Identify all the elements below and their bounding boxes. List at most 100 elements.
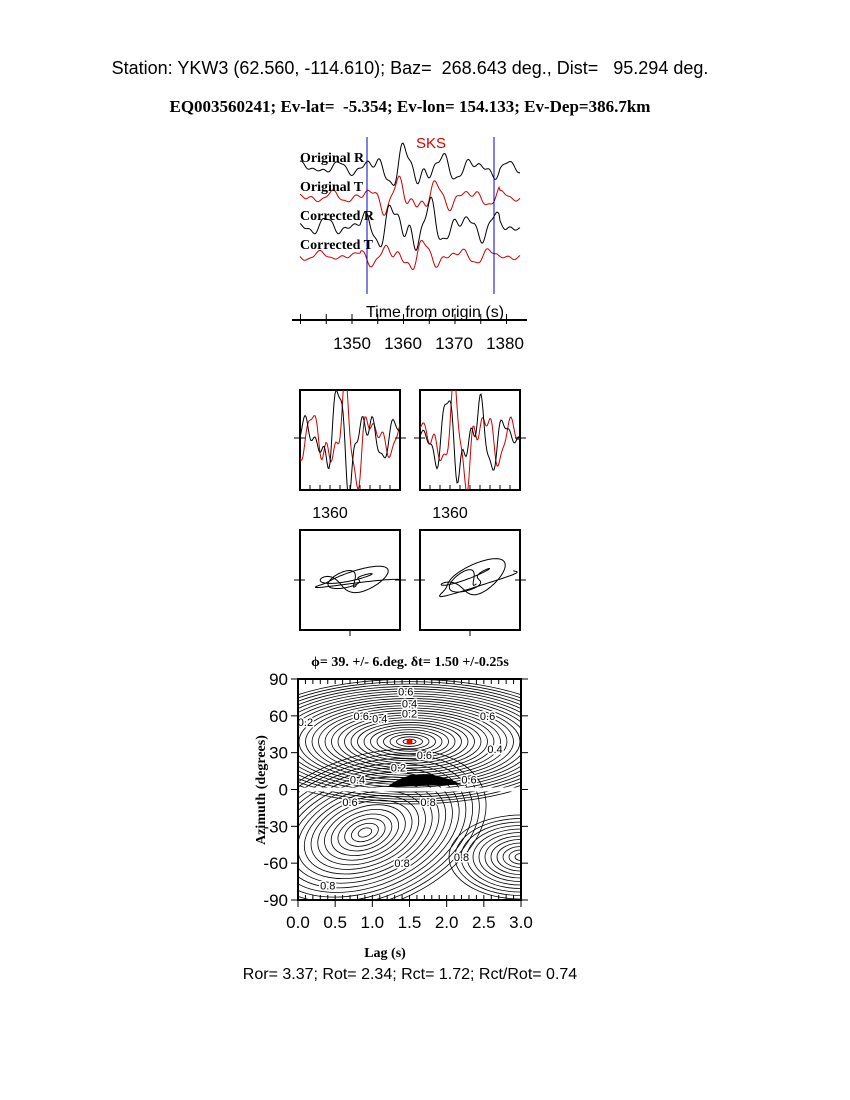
seismogram-trace [299,175,521,217]
tick-label: 1360 [432,505,468,522]
energy-ratios: Ror= 3.37; Rot= 2.34; Rct= 1.72; Rct/Rot… [242,966,578,983]
y-tick-label: -30 [263,817,288,836]
trace-label: Corrected T [300,238,374,253]
contour-line [466,825,521,889]
contour-line [298,767,460,898]
contour-line [298,688,521,795]
tick-label: 1380 [486,334,524,353]
x-tick-label: 2.0 [435,913,459,932]
contour-line [484,835,521,879]
contour-line [357,722,462,762]
contour-line [298,690,521,793]
contour-line [448,814,521,900]
x-tick-label: 3.0 [509,913,533,932]
x-tick-label: 0.0 [286,913,310,932]
x-tick-label: 2.5 [472,913,496,932]
contour-label: 0.8 [320,880,335,892]
contour-line [389,734,430,750]
contour-label: 0.8 [420,797,435,809]
trace-label: Corrected R [300,209,375,224]
y-tick-label: 30 [269,744,288,763]
contour-line [454,818,521,896]
tick-label: 1360 [384,334,422,353]
particle-motion-panel [419,529,521,631]
contour-line [298,683,521,800]
contour-dense-band [387,774,462,788]
contour-label: 0.2 [391,762,406,774]
y-tick-label: 0 [279,781,288,800]
particle-motion [439,558,518,598]
contour-line [303,790,426,875]
contour-line [298,686,521,798]
tick-label: 1370 [435,334,473,353]
contour-line [508,849,521,865]
x-tick-label: 1.5 [398,913,422,932]
contour-line [478,832,521,882]
contour-line [363,724,456,759]
contour-line [357,827,373,838]
waveform-panel [419,389,521,491]
contour-line [351,822,379,843]
time-axis-label: Time from origin (s) [366,304,504,321]
phase-label: SKS [416,135,446,152]
contour-label: 0.4 [350,775,365,787]
contour-line [298,758,474,900]
splitting-result-title: ϕ= 39. +/- 6.deg. δt= 1.50 +/-0.25s [311,655,509,670]
contour-line [324,710,495,774]
station-info: Station: YKW3 (62.560, -114.610); Baz= 2… [111,58,709,78]
waveform [300,390,400,490]
contour-line [460,821,521,893]
contour-label: 0.6 [354,711,369,723]
contour-label: 0.6 [342,797,357,809]
contour-line [502,846,521,868]
contour-label: 0.6 [417,750,432,762]
contour-line [396,736,423,747]
trace-label: Original R [300,151,365,166]
tick-label: 1360 [312,505,348,522]
contour-line [298,762,467,900]
seismogram-trace [299,239,521,271]
trace-label: Original T [300,180,364,195]
event-info: EQ003560241; Ev-lat= -5.354; Ev-lon= 154… [169,97,651,116]
contour-line [317,799,413,866]
contour-label: 0.4 [372,713,387,725]
contour-label: 0.6 [398,686,413,698]
waveform [420,390,520,490]
contour-line [490,839,521,875]
y-tick-label: 60 [269,707,288,726]
contour-line [330,808,399,856]
contour-line [310,795,420,870]
contour-line [344,717,475,767]
trace-panel [299,142,521,271]
contour-line [298,772,453,893]
waveform [420,393,520,484]
tick-label: 1350 [333,334,371,353]
contour-label: 0.4 [402,699,417,711]
contour-line [376,729,443,755]
contour-label: 0.4 [487,744,502,756]
contour-line [344,818,386,847]
best-fit-marker [406,738,413,745]
x-tick-label: 0.5 [323,913,347,932]
contour-label: 0.8 [394,858,409,870]
contour-line [318,707,501,776]
y-tick-label: -60 [263,854,288,873]
seismogram-trace [299,196,521,252]
contour-line [370,726,449,757]
contour-label: 0.6 [480,711,495,723]
waveform [300,390,400,490]
y-axis-label: Azimuth (degrees) [254,735,269,845]
contour-line [514,853,521,861]
contour-line [350,719,469,764]
y-tick-label: 90 [269,670,288,689]
y-tick-label: -90 [263,891,288,910]
contour-line [383,731,436,752]
contour-line [331,712,488,771]
seismogram-trace [299,142,521,186]
particle-motion [314,565,400,594]
contour-label: 0.8 [454,852,469,864]
x-axis-label: Lag (s) [364,946,406,961]
contour-line [298,785,433,880]
